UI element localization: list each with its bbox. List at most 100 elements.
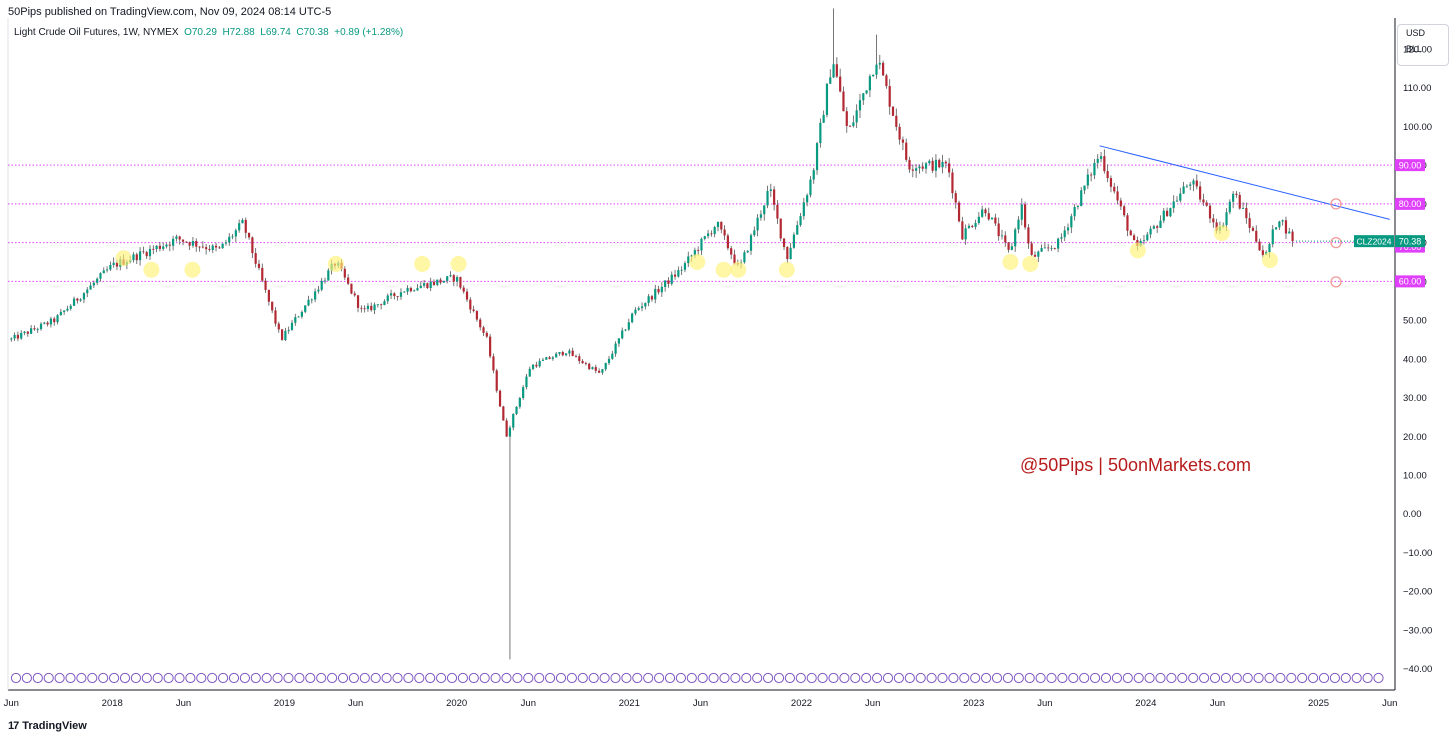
candle <box>399 288 403 300</box>
candle-body <box>1232 193 1235 202</box>
candle <box>175 234 178 242</box>
event-marker-icon <box>795 672 806 684</box>
candle-body <box>376 304 379 306</box>
candle-body <box>990 217 994 220</box>
candle <box>208 245 211 252</box>
candle-body <box>1251 227 1255 231</box>
candle-body <box>452 275 455 282</box>
highlight-circle <box>1261 252 1278 269</box>
candle-body <box>584 363 587 364</box>
candle <box>1142 235 1146 245</box>
trendline <box>1099 145 1390 220</box>
event-marker-icon <box>534 672 545 684</box>
event-marker-icon <box>163 672 174 684</box>
candle-body <box>323 280 327 282</box>
candle-body <box>806 195 809 203</box>
candle <box>1017 216 1020 234</box>
candle <box>327 268 330 281</box>
candle-body <box>1090 174 1093 176</box>
event-marker-icon <box>1209 672 1221 684</box>
tradingview-footer[interactable]: 17 TradingView <box>8 720 87 732</box>
candle-body <box>954 193 957 203</box>
x-tick-label: 2018 <box>102 698 123 709</box>
candle <box>178 235 181 245</box>
candle-body <box>10 338 13 340</box>
event-marker-icon <box>185 672 196 684</box>
candle <box>987 207 990 221</box>
event-marker-icon <box>523 672 534 684</box>
event-marker-icon <box>359 672 370 684</box>
candle <box>135 252 138 264</box>
event-marker-icon <box>43 672 54 684</box>
candle-body <box>36 329 39 330</box>
highlight-circle <box>715 261 732 278</box>
candle <box>307 295 310 307</box>
candle <box>442 280 445 283</box>
event-marker-icon <box>1220 672 1232 684</box>
candle-body <box>624 329 627 331</box>
event-marker-icon <box>632 672 643 684</box>
candle <box>284 327 287 341</box>
last-price-badge-bg <box>1395 235 1425 248</box>
candle <box>56 313 59 325</box>
candle <box>1057 237 1060 253</box>
event-marker-icon <box>98 672 109 684</box>
candle <box>779 218 782 242</box>
candle <box>1195 174 1198 190</box>
candle-body <box>1205 202 1208 206</box>
candle-body <box>314 291 317 300</box>
candle-body <box>528 368 531 377</box>
candle <box>564 353 568 357</box>
event-marker-icon <box>1090 672 1101 684</box>
candle <box>1159 215 1162 229</box>
candle-body <box>1189 184 1192 186</box>
candle-body <box>924 163 928 169</box>
candle-body <box>1248 218 1251 228</box>
candle <box>254 248 257 268</box>
event-marker-icon <box>1242 672 1253 684</box>
candle <box>1103 149 1106 174</box>
candle <box>822 110 825 124</box>
candle-body <box>878 62 881 65</box>
candle-body <box>948 163 951 173</box>
candle-body <box>915 168 918 171</box>
candle <box>634 307 637 316</box>
candle <box>406 285 409 295</box>
candle-body <box>1030 243 1033 255</box>
candle <box>829 69 832 84</box>
candle-body <box>865 90 868 94</box>
candle <box>148 245 152 260</box>
candle <box>891 106 895 117</box>
scale-units-button[interactable]: USD BLL <box>1397 24 1449 66</box>
candle-body <box>1278 221 1281 228</box>
candle <box>598 368 601 374</box>
event-marker-icon <box>1166 672 1177 684</box>
candle <box>670 271 673 286</box>
candle-body <box>786 246 789 259</box>
legend-title: Light Crude Oil Futures, 1W, NYMEX <box>14 27 179 38</box>
event-marker-icon <box>21 672 32 684</box>
candle <box>211 244 214 253</box>
event-marker-icon <box>327 672 338 684</box>
candle-body <box>271 301 274 311</box>
candle <box>1129 229 1132 236</box>
level-badge: 60.00 <box>1395 275 1425 288</box>
candle-body <box>416 288 419 291</box>
candle-body <box>53 318 56 323</box>
candle-body <box>99 273 102 279</box>
candle <box>848 124 852 127</box>
candle <box>657 285 660 295</box>
x-tick-label: Jun <box>348 698 363 709</box>
event-marker-icon <box>1318 672 1330 684</box>
candle-body <box>697 250 700 251</box>
event-marker-icon <box>741 672 752 684</box>
candle-body <box>469 299 472 310</box>
candle <box>858 93 862 119</box>
candle-body <box>327 270 330 281</box>
event-marker-icon <box>370 672 381 684</box>
event-marker-icon <box>261 672 272 684</box>
candle <box>951 168 954 199</box>
candle <box>310 298 313 304</box>
candle-body <box>700 238 703 251</box>
